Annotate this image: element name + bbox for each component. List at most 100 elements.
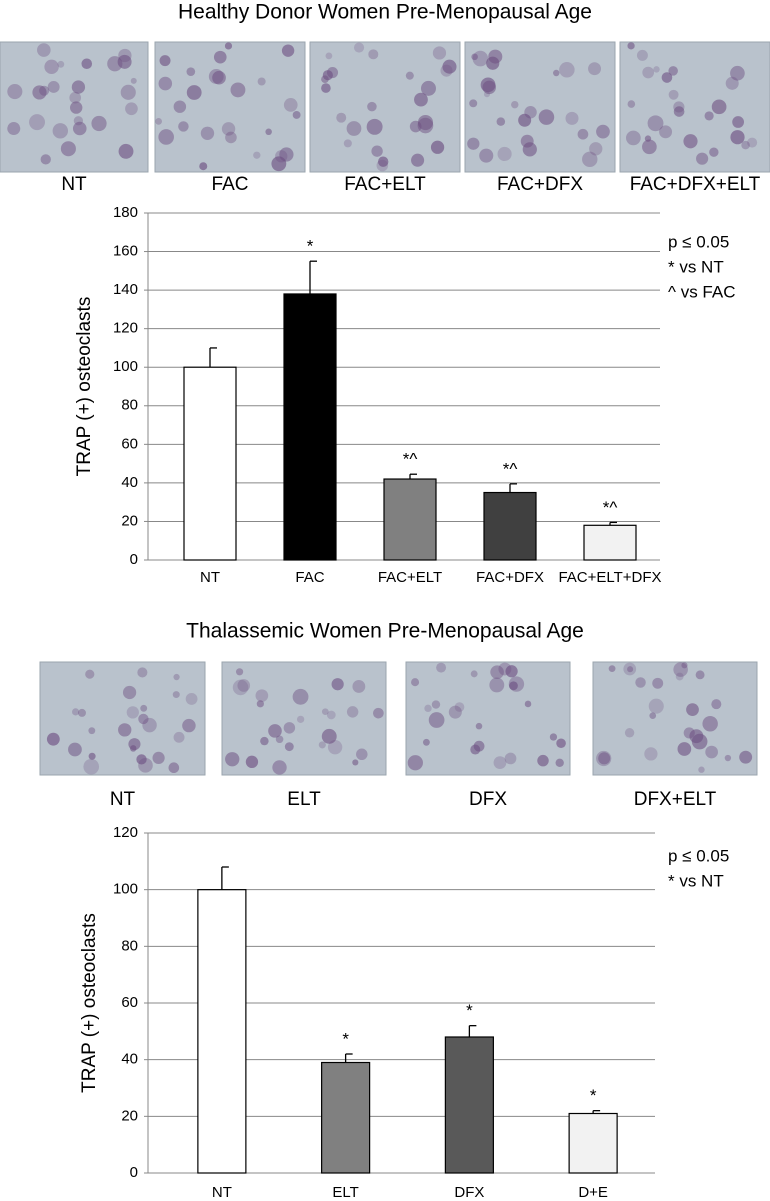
cell — [556, 738, 566, 749]
y-tick-label: 100 — [113, 358, 138, 375]
cell — [366, 118, 383, 135]
cell — [7, 83, 23, 100]
y-tick-label: 160 — [113, 243, 138, 260]
cell — [644, 747, 658, 761]
cell — [138, 713, 149, 725]
cell — [57, 60, 65, 68]
image-label: NT — [61, 174, 87, 195]
cell — [367, 101, 377, 112]
y-tick-label: 80 — [121, 937, 138, 954]
cell — [549, 733, 558, 741]
cell — [496, 117, 506, 126]
cell — [681, 662, 688, 669]
cell — [255, 689, 269, 702]
cell — [260, 736, 269, 746]
cell — [172, 691, 180, 699]
image-label: ELT — [287, 789, 321, 810]
cell — [467, 137, 480, 150]
cell — [475, 722, 483, 730]
cell — [417, 114, 434, 131]
cell — [653, 66, 660, 73]
cell — [661, 72, 673, 83]
cell — [636, 49, 648, 61]
cell — [346, 121, 362, 136]
cell — [505, 665, 518, 678]
cell — [7, 122, 21, 136]
cell — [237, 679, 251, 692]
cell — [577, 128, 589, 140]
cell — [623, 662, 637, 676]
cell — [436, 662, 447, 673]
cell — [555, 758, 564, 768]
cell — [73, 116, 84, 126]
cell — [71, 80, 86, 94]
cell — [32, 85, 47, 100]
cell — [524, 106, 537, 119]
cell — [327, 740, 343, 755]
cell — [730, 130, 745, 145]
cell — [78, 708, 86, 717]
micrograph — [39, 661, 206, 776]
cell — [352, 680, 366, 693]
cell — [199, 162, 208, 171]
cell — [624, 728, 635, 738]
cell — [70, 101, 83, 114]
cell — [497, 146, 512, 162]
significance-label: *^ — [403, 450, 418, 469]
cell — [85, 669, 95, 679]
cell — [321, 83, 331, 93]
cell — [518, 113, 532, 127]
cell — [152, 751, 165, 765]
cell — [378, 156, 389, 167]
cell — [83, 758, 100, 775]
cell — [91, 115, 107, 132]
cell — [668, 66, 678, 76]
cell — [559, 62, 575, 78]
image-label: FAC+DFX — [497, 174, 583, 195]
cell — [118, 143, 134, 159]
cell — [52, 123, 69, 139]
cell — [668, 89, 679, 100]
cell — [37, 43, 51, 57]
cell — [321, 708, 329, 715]
cell — [284, 742, 294, 752]
cell — [158, 76, 173, 91]
cell — [508, 676, 525, 692]
cell — [322, 70, 333, 81]
cell — [40, 154, 51, 165]
cell — [318, 741, 326, 749]
cell — [69, 91, 82, 104]
x-tick-label: NT — [212, 1184, 232, 1201]
cell — [702, 716, 718, 732]
cell — [711, 99, 727, 115]
cell — [200, 126, 215, 140]
cell — [420, 80, 436, 96]
cell — [695, 670, 705, 680]
cell — [741, 140, 750, 150]
cell — [677, 742, 692, 756]
cell — [673, 101, 685, 113]
cell — [182, 718, 196, 733]
cell — [582, 151, 598, 168]
cell — [173, 673, 180, 681]
cell — [470, 744, 481, 755]
cell — [265, 128, 272, 136]
cell — [627, 42, 635, 50]
cell — [292, 688, 309, 705]
y-tick-label: 100 — [113, 881, 138, 898]
cell — [281, 44, 295, 57]
cell — [454, 702, 465, 712]
cell — [730, 65, 745, 81]
cell — [373, 707, 384, 719]
cell — [648, 698, 664, 714]
y-tick-label: 40 — [121, 474, 138, 491]
cell — [565, 111, 579, 125]
cell — [428, 712, 445, 728]
cell — [126, 706, 139, 719]
bar — [283, 293, 337, 561]
cell — [588, 62, 601, 76]
cell — [321, 728, 337, 744]
cell — [732, 116, 745, 128]
cell — [627, 100, 636, 108]
cell — [479, 148, 494, 163]
